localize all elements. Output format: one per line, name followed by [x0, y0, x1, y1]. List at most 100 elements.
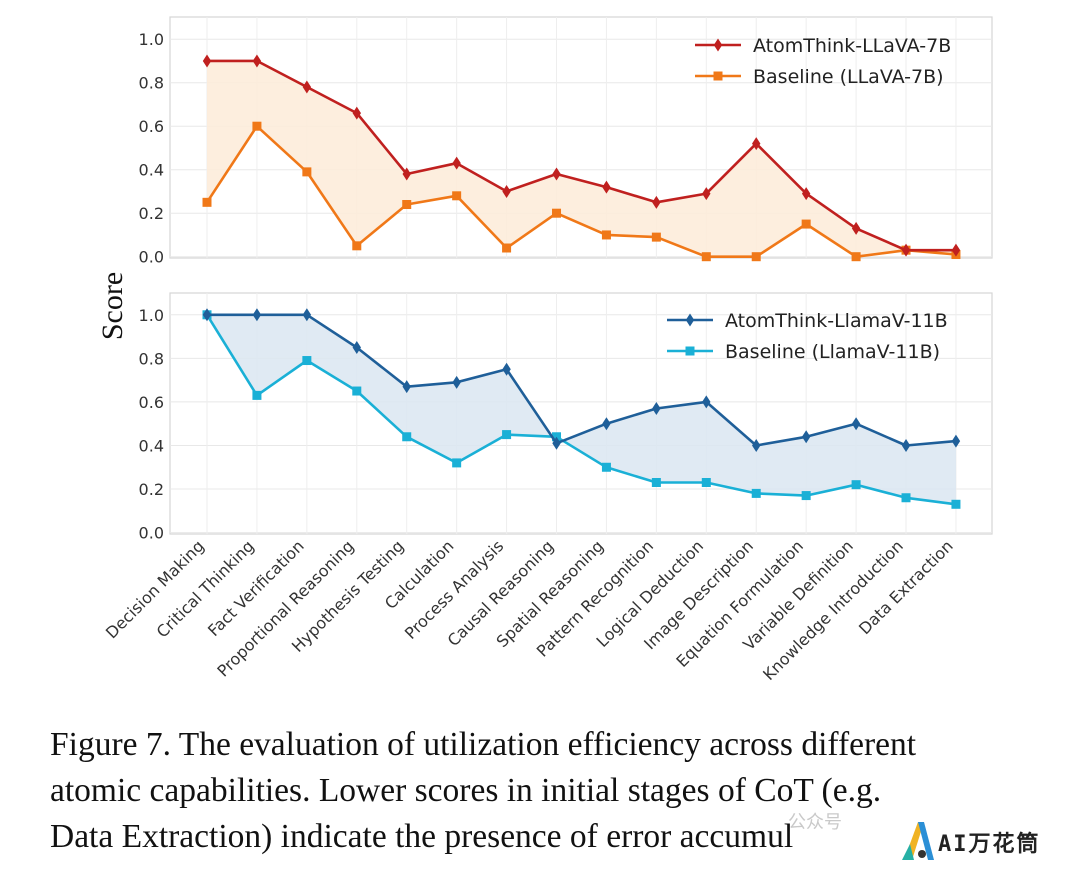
data-point: [352, 340, 361, 354]
data-point: [352, 106, 361, 120]
legend-marker: [685, 346, 695, 356]
data-point: [851, 417, 861, 431]
data-point: [752, 438, 761, 452]
data-point: [252, 121, 262, 131]
watermark-ghost-text: 公众号: [788, 812, 842, 833]
y-tick-label: 0.6: [139, 117, 164, 136]
data-point: [602, 180, 611, 194]
data-point: [552, 436, 561, 450]
data-point: [252, 308, 262, 322]
x-tick-label: Data Extraction: [855, 536, 957, 638]
data-point: [352, 241, 362, 251]
y-tick-label: 1.0: [139, 30, 164, 49]
data-point: [701, 478, 711, 488]
data-point: [402, 432, 412, 442]
series-line: [207, 59, 956, 252]
data-point: [302, 80, 312, 94]
legend-label: AtomThink-LLaVA-7B: [753, 35, 951, 57]
line-chart: Score 0.0 0.2 0.4 0.6 0.8 1.0 AtomThink-LLaVA-7…: [96, 16, 993, 684]
data-point: [402, 200, 412, 209]
data-point: [502, 430, 512, 440]
data-point: [302, 308, 312, 322]
y-tick-label: 1.0: [139, 306, 164, 325]
series-line: [205, 124, 957, 259]
caption-line-1: Figure 7. The evaluation of utilization …: [50, 726, 917, 763]
legend: AtomThink-LlamaV-11B Baseline (LlamaV-11B…: [667, 310, 948, 363]
data-point: [202, 54, 212, 68]
legend: AtomThink-LLaVA-7B Baseline (LLaVA-7B): [695, 35, 951, 88]
data-point: [702, 187, 711, 201]
data-point: [652, 195, 661, 209]
data-point: [302, 356, 312, 366]
y-tick-label: 0.0: [139, 524, 164, 543]
data-point: [651, 478, 661, 488]
data-point: [701, 252, 711, 262]
chart-panel-1: 0.0 0.2 0.4 0.6 0.8 1.0 AtomThink-LLaVA-7B Base…: [139, 16, 993, 267]
data-point: [901, 438, 911, 452]
y-tick-label: 0.4: [139, 161, 164, 180]
data-point: [851, 480, 861, 490]
data-point: [702, 395, 711, 409]
data-point: [452, 156, 461, 170]
data-point: [951, 243, 961, 257]
data-point: [402, 167, 411, 181]
fill-between-area: [207, 60, 956, 257]
legend-label: AtomThink-LlamaV-11B: [725, 310, 948, 332]
data-point: [751, 252, 761, 262]
legend-marker: [685, 313, 695, 327]
data-point: [951, 434, 961, 448]
data-point: [302, 167, 312, 177]
data-point: [502, 362, 511, 376]
watermark-text: AI万花筒: [938, 832, 1041, 857]
caption-line-2: atomic capabilities. Lower scores in ini…: [50, 772, 882, 809]
y-tick-label: 0.2: [139, 480, 164, 499]
data-point: [951, 499, 961, 509]
data-point: [602, 417, 611, 431]
data-point: [552, 432, 562, 442]
data-point: [202, 308, 212, 322]
data-point: [801, 430, 811, 444]
figure-caption: Figure 7. The evaluation of utilization …: [50, 722, 1040, 860]
aiwanhuatong-logo-icon: [902, 822, 934, 860]
y-tick-label: 0.8: [139, 74, 164, 93]
y-tick-label: 0.2: [139, 204, 164, 223]
data-point: [801, 219, 811, 229]
data-point: [901, 243, 911, 257]
data-point: [851, 252, 861, 262]
legend-marker: [713, 71, 723, 81]
legend-label: Baseline (LLaVA-7B): [753, 66, 944, 88]
legend-label: Baseline (LlamaV-11B): [725, 341, 940, 363]
data-point: [252, 390, 262, 400]
data-point: [751, 488, 761, 498]
y-tick-label: 0.6: [139, 393, 164, 412]
data-point: [502, 243, 512, 253]
caption-line-3: Data Extraction) indicate the presence o…: [50, 818, 794, 855]
fill-between-area: [207, 314, 956, 505]
data-point: [801, 491, 811, 501]
watermark-logo: AI万花筒: [900, 818, 1070, 864]
data-point: [552, 208, 562, 218]
data-point: [801, 187, 811, 201]
data-point: [552, 167, 561, 181]
data-point: [901, 493, 911, 503]
chart-panel-2: 0.0 0.2 0.4 0.6 0.8 1.0 AtomThink-LlamaV-11B Ba…: [139, 292, 993, 543]
data-point: [601, 462, 611, 472]
data-point: [402, 380, 411, 394]
y-axis-label: Score: [96, 272, 129, 340]
data-point: [752, 137, 761, 151]
y-tick-label: 0.8: [139, 349, 164, 368]
series-line: [205, 314, 957, 506]
data-point: [652, 401, 661, 415]
data-point: [452, 191, 462, 201]
data-point: [202, 197, 212, 207]
legend-marker: [713, 38, 723, 52]
data-point: [352, 386, 362, 396]
data-point: [601, 230, 611, 240]
series-line: [207, 313, 957, 447]
y-tick-label: 0.4: [139, 436, 164, 455]
y-tick-label: 0.0: [139, 248, 164, 267]
data-point: [851, 221, 861, 235]
data-point: [252, 54, 262, 68]
data-point: [452, 458, 462, 468]
